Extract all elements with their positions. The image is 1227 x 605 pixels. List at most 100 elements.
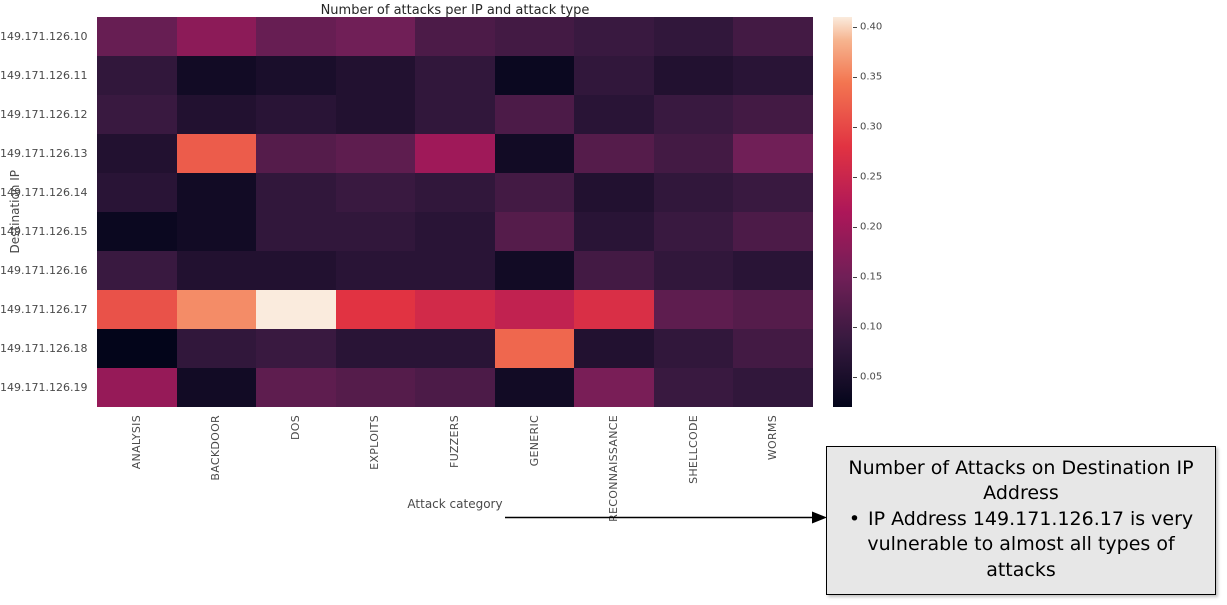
heatmap-cell	[97, 95, 177, 134]
heatmap-cell	[733, 56, 813, 95]
colorbar-tick-mark	[853, 176, 857, 178]
heatmap-cell	[256, 17, 336, 56]
heatmap-cell	[97, 56, 177, 95]
heatmap-cell	[733, 251, 813, 290]
heatmap-cell	[733, 290, 813, 329]
colorbar-tick-mark	[853, 76, 857, 78]
heatmap-cell	[574, 134, 654, 173]
heatmap-cell	[97, 212, 177, 251]
x-tick-label: EXPLOITS	[368, 415, 382, 470]
heatmap-cell	[335, 134, 416, 173]
colorbar-tick-label: 0.05	[860, 371, 883, 383]
colorbar-tick-mark	[853, 26, 857, 28]
heatmap-cell	[176, 95, 257, 134]
heatmap-cell	[97, 368, 177, 407]
heatmap-cell	[494, 329, 575, 368]
heatmap-cell	[653, 251, 734, 290]
x-tick-label: DOS	[288, 415, 302, 441]
heatmap-cell	[97, 290, 177, 329]
heatmap-cell	[335, 173, 416, 212]
heatmap-cell	[176, 368, 257, 407]
heatmap-cell	[256, 212, 336, 251]
heatmap-cell	[574, 251, 654, 290]
x-tick-label: FUZZERS	[448, 415, 461, 468]
heatmap-cell	[335, 329, 416, 368]
annotation-box: Number of Attacks on Destination IP Addr…	[826, 446, 1216, 595]
heatmap-cell	[415, 56, 495, 95]
heatmap-cell	[415, 95, 495, 134]
colorbar-tick-label: 0.15	[860, 271, 883, 283]
heatmap-cell	[574, 95, 654, 134]
heatmap-cell	[653, 17, 734, 56]
heatmap-cell	[97, 329, 177, 368]
heatmap-cell	[574, 212, 654, 251]
heatmap-cell	[653, 134, 734, 173]
heatmap-cell	[97, 173, 177, 212]
heatmap-cell	[415, 173, 495, 212]
x-tick-label: ANALYSIS	[129, 415, 143, 470]
heatmap-cell	[494, 95, 575, 134]
x-tick-label: GENERIC	[527, 415, 541, 467]
heatmap-cell	[653, 212, 734, 251]
colorbar-tick-label: 0.30	[860, 121, 883, 133]
y-tick-label: 149.171.126.10	[0, 30, 88, 43]
heatmap-cell	[733, 17, 813, 56]
heatmap-cell	[176, 290, 257, 329]
heatmap-cell	[176, 212, 257, 251]
heatmap-cell	[97, 251, 177, 290]
heatmap-cell	[176, 134, 257, 173]
heatmap-cell	[415, 212, 495, 251]
annotation-title: Number of Attacks on Destination IP Addr…	[848, 457, 1194, 505]
heatmap-cell	[335, 290, 416, 329]
heatmap-cell	[176, 329, 257, 368]
heatmap-cell	[256, 173, 336, 212]
heatmap-cell	[256, 368, 336, 407]
heatmap-cell	[494, 290, 575, 329]
heatmap-cell	[256, 329, 336, 368]
heatmap-cell	[335, 212, 416, 251]
colorbar-tick-label: 0.25	[860, 171, 883, 183]
y-tick-label: 149.171.126.18	[0, 342, 88, 355]
heatmap-cell	[494, 173, 575, 212]
heatmap-cell	[415, 251, 495, 290]
heatmap-cell	[97, 17, 177, 56]
heatmap-cell	[256, 56, 336, 95]
heatmap-cell	[494, 368, 575, 407]
heatmap-cell	[256, 290, 336, 329]
heatmap-cell	[335, 56, 416, 95]
heatmap	[97, 17, 813, 407]
annotation-arrow-head	[812, 511, 827, 524]
x-tick-label: WORMS	[766, 415, 780, 461]
heatmap-cell	[176, 17, 257, 56]
x-tick-label: SHELLCODE	[686, 415, 700, 484]
heatmap-cell	[733, 212, 813, 251]
heatmap-cell	[256, 251, 336, 290]
heatmap-cell	[97, 134, 177, 173]
colorbar-tick-mark	[853, 276, 857, 278]
heatmap-cell	[574, 290, 654, 329]
y-tick-label: 149.171.126.13	[0, 147, 88, 160]
colorbar-tick-label: 0.40	[860, 21, 883, 33]
heatmap-cell	[574, 173, 654, 212]
y-tick-label: 149.171.126.12	[0, 108, 88, 121]
heatmap-cell	[653, 290, 734, 329]
heatmap-cell	[733, 368, 813, 407]
chart-title: Number of attacks per IP and attack type	[320, 3, 590, 18]
heatmap-cell	[733, 329, 813, 368]
colorbar-tick-label: 0.20	[860, 221, 883, 233]
heatmap-cell	[574, 368, 654, 407]
heatmap-cell	[415, 368, 495, 407]
annotation-arrow	[505, 511, 827, 524]
x-axis-label: Attack category	[407, 497, 503, 511]
heatmap-cell	[653, 329, 734, 368]
heatmap-cell	[335, 368, 416, 407]
heatmap-cell	[494, 56, 575, 95]
heatmap-cell	[335, 251, 416, 290]
heatmap-cell	[494, 212, 575, 251]
x-tick-label: BACKDOOR	[209, 415, 223, 481]
heatmap-cell	[733, 95, 813, 134]
heatmap-cell	[494, 134, 575, 173]
heatmap-cell	[256, 95, 336, 134]
heatmap-cell	[494, 17, 575, 56]
